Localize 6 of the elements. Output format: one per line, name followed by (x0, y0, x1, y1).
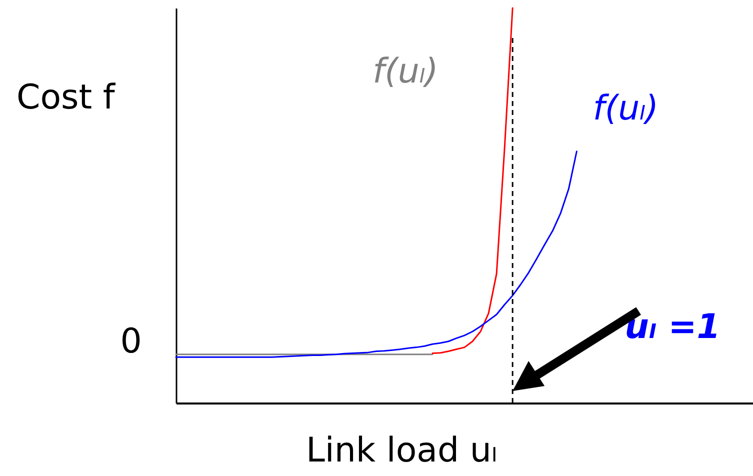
y-axis-title: Cost f (16, 78, 116, 118)
annotation: uₗ =1 (624, 307, 720, 347)
series-label: f(uₗ) (592, 88, 659, 128)
text: 0 (120, 321, 142, 362)
x-axis-title: Link load uₗ (306, 430, 498, 470)
text: f(uₗ) (372, 51, 438, 92)
